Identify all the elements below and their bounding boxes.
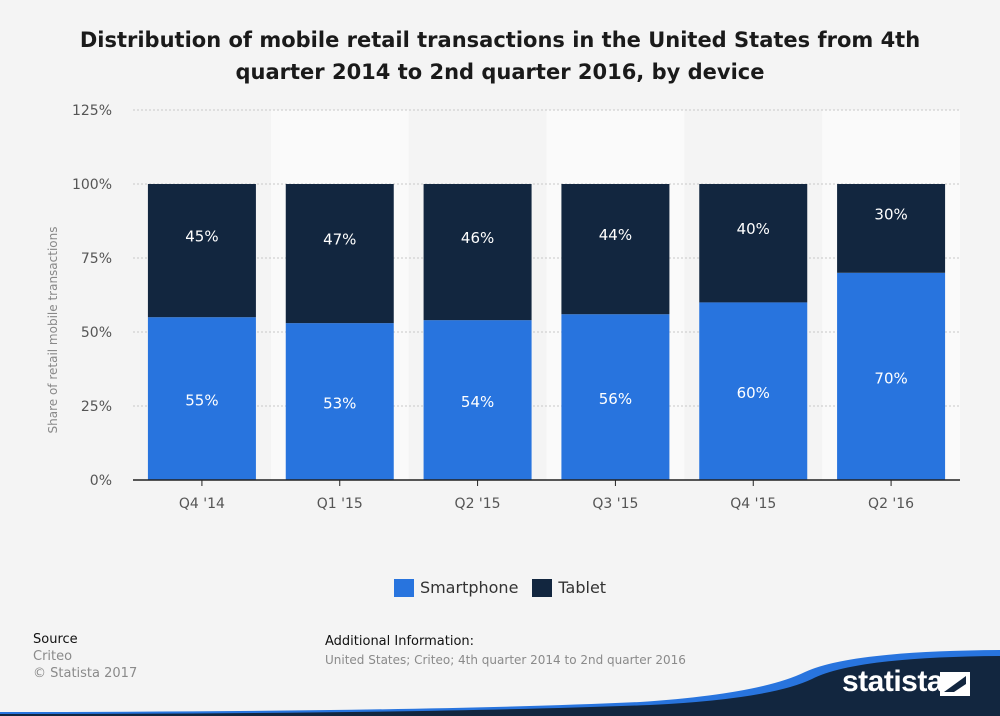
bar-tablet-6	[837, 184, 946, 273]
bar-tablet-4	[561, 184, 670, 315]
legend-swatch-tablet	[532, 578, 553, 597]
y-tick-label: 100%	[72, 177, 112, 193]
data-label: 44%	[599, 226, 632, 244]
stacked-bar-chart: 55% 45% 53% 47% 54% 46% 56% 44% 60% 40% 70% 30% 0% 2…	[46, 103, 960, 512]
bar-smartphone-3	[423, 320, 532, 480]
y-axis-label: Share of retail mobile transactions	[46, 227, 60, 434]
data-label: 40%	[737, 220, 770, 238]
data-label: 70%	[874, 369, 907, 387]
x-tick-label: Q2 '16	[868, 496, 914, 512]
bar-smartphone-2	[285, 323, 394, 480]
x-tick-label: Q4 '15	[730, 496, 776, 512]
bar-smartphone-6	[837, 272, 946, 480]
x-tick-label: Q1 '15	[317, 496, 363, 512]
bar-smartphone-4	[561, 314, 670, 480]
y-tick-label: 50%	[81, 325, 112, 341]
legend-item-smartphone[interactable]: Smartphone	[393, 578, 519, 597]
source-label: Source	[33, 632, 78, 647]
bar-tablet-5	[699, 184, 808, 303]
bar-tablet-2	[285, 184, 394, 324]
x-tick-label: Q2 '15	[455, 496, 501, 512]
copyright: © Statista 2017	[33, 666, 138, 681]
data-label: 30%	[874, 205, 907, 223]
legend-label-tablet: Tablet	[558, 578, 607, 597]
source-name[interactable]: Criteo	[33, 649, 73, 664]
data-label: 54%	[461, 393, 494, 411]
bar-smartphone-5	[699, 302, 808, 480]
legend-swatch-smartphone	[393, 578, 414, 597]
statista-logo-icon	[940, 672, 970, 696]
additional-info: Additional Information: United States; C…	[325, 633, 686, 669]
x-tick-label: Q4 '14	[179, 496, 225, 512]
data-label: 53%	[323, 395, 356, 413]
additional-info-label: Additional Information:	[325, 634, 475, 649]
legend-item-tablet[interactable]: Tablet	[532, 578, 606, 597]
x-tick-label: Q3 '15	[592, 496, 638, 512]
additional-info-text: United States; Criteo; 4th quarter 2014 …	[325, 653, 686, 667]
legend-label-smartphone: Smartphone	[419, 578, 519, 597]
data-label: 47%	[323, 231, 356, 249]
statista-logo[interactable]: statista	[842, 665, 944, 698]
y-tick-label: 0%	[90, 473, 112, 489]
bar-tablet-1	[147, 184, 256, 318]
legend: Smartphone Tablet	[0, 578, 1000, 597]
data-label: 55%	[185, 392, 218, 410]
bar-smartphone-1	[147, 317, 256, 480]
y-tick-label: 125%	[72, 103, 112, 119]
bar-tablet-3	[423, 184, 532, 321]
data-label: 60%	[737, 384, 770, 402]
y-tick-label: 25%	[81, 399, 112, 415]
chart-title: Distribution of mobile retail transactio…	[79, 28, 921, 84]
data-label: 45%	[185, 228, 218, 246]
y-tick-label: 75%	[81, 251, 112, 267]
source-block: Source Criteo © Statista 2017	[33, 631, 137, 682]
data-label: 46%	[461, 229, 494, 247]
data-label: 56%	[599, 390, 632, 408]
